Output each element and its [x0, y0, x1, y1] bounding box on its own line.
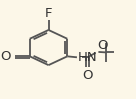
Text: O: O	[83, 69, 93, 82]
Text: O: O	[0, 50, 11, 63]
Text: HN: HN	[78, 51, 98, 64]
Text: F: F	[45, 7, 52, 20]
Text: O: O	[97, 39, 107, 52]
